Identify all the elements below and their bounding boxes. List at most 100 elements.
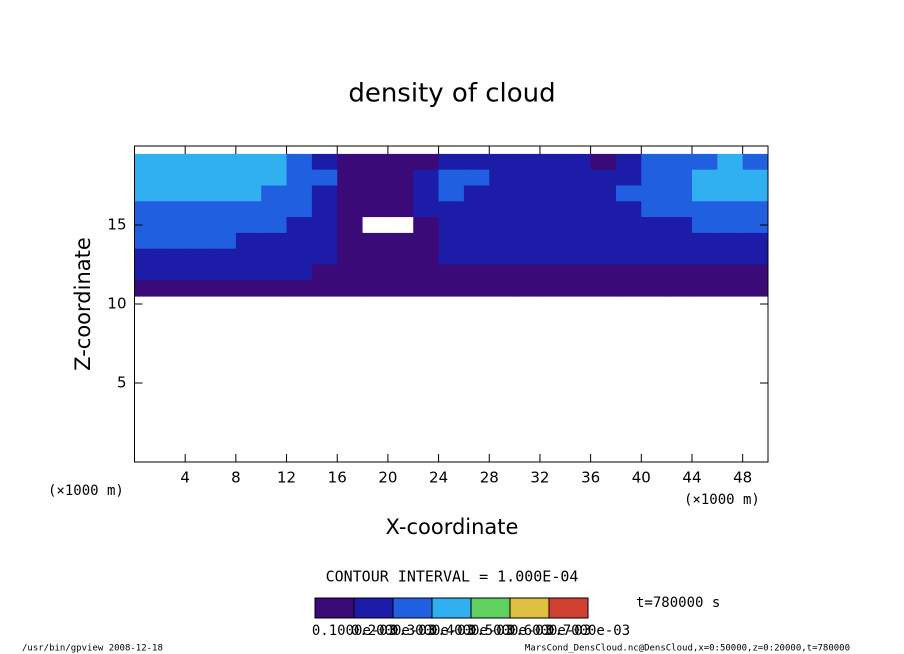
field-cell — [159, 217, 186, 234]
field-cell — [438, 232, 465, 250]
colorbar-segment — [432, 598, 472, 618]
field-cell — [717, 185, 744, 202]
x-tick-label: 48 — [733, 469, 752, 487]
field-cell — [489, 201, 516, 218]
field-cell — [641, 217, 668, 234]
x-tick-label: 32 — [530, 469, 549, 487]
colorbar-segment — [393, 598, 433, 618]
x-tick-label: 8 — [231, 469, 241, 487]
field-cell — [235, 232, 262, 250]
colorbar-tick-label: 0.1000e-03 — [312, 623, 396, 639]
field-cell — [311, 217, 338, 234]
field-cell — [438, 185, 465, 202]
field-cell — [565, 248, 592, 265]
field-cell — [311, 280, 338, 297]
field-cell — [666, 201, 693, 218]
field-cell — [185, 248, 212, 265]
field-cell — [590, 248, 617, 265]
field-cell — [159, 153, 186, 171]
field-cell — [489, 185, 516, 202]
field-cell — [362, 217, 389, 234]
field-cell — [691, 264, 718, 281]
field-cell — [691, 201, 718, 218]
field-cell — [590, 153, 617, 171]
field-cell — [134, 264, 161, 281]
field-cell — [286, 232, 313, 250]
field-cell — [641, 201, 668, 218]
field-cell — [134, 280, 161, 297]
field-cell — [362, 248, 389, 265]
chart-title: density of cloud — [348, 79, 555, 109]
field-cell — [311, 169, 338, 186]
field-cell — [134, 232, 161, 250]
field-cell — [463, 201, 490, 218]
field-cell — [413, 201, 440, 218]
y-tick-label: 15 — [107, 216, 126, 234]
field-cell — [337, 232, 364, 250]
field-cell — [159, 248, 186, 265]
field-cell — [337, 248, 364, 265]
field-cell — [134, 169, 161, 186]
field-cell — [387, 248, 414, 265]
x-tick-label: 24 — [429, 469, 448, 487]
contour-interval: CONTOUR INTERVAL = 1.000E-04 — [326, 568, 579, 586]
field-cell — [615, 185, 642, 202]
field-cell — [539, 185, 566, 202]
field-cell — [337, 185, 364, 202]
field-cell — [641, 280, 668, 297]
field-cell — [565, 185, 592, 202]
field-cell — [742, 280, 769, 297]
field-cell — [261, 248, 288, 265]
field-cell — [666, 280, 693, 297]
field-cell — [134, 153, 161, 171]
x-unit: (×1000 m) — [684, 492, 760, 508]
field-cell — [717, 169, 744, 186]
field-cell — [387, 280, 414, 297]
field-cell — [717, 153, 744, 171]
field-cell — [210, 264, 237, 281]
colorbar-tick-label: 0.7000e-03 — [546, 623, 630, 639]
field-cell — [691, 232, 718, 250]
x-tick-label: 40 — [632, 469, 651, 487]
field-cell — [691, 280, 718, 297]
field-cell — [210, 153, 237, 171]
field-cell — [514, 280, 541, 297]
field-cell — [666, 248, 693, 265]
field-cell — [514, 201, 541, 218]
x-tick-label: 36 — [581, 469, 600, 487]
field-cell — [514, 185, 541, 202]
field-cell — [311, 248, 338, 265]
field-cell — [666, 264, 693, 281]
field-cell — [387, 169, 414, 186]
field-cell — [311, 153, 338, 171]
field-cell — [489, 232, 516, 250]
field-cell — [717, 201, 744, 218]
y-axis-label: Z-coordinate — [71, 237, 95, 371]
field-cell — [134, 201, 161, 218]
field-cell — [159, 280, 186, 297]
field-cell — [742, 248, 769, 265]
field-cell — [615, 232, 642, 250]
field-cell — [413, 280, 440, 297]
field-cell — [590, 185, 617, 202]
field-cell — [185, 280, 212, 297]
colorbar-segment — [315, 598, 355, 618]
field-cell — [438, 280, 465, 297]
field-cell — [261, 280, 288, 297]
field-cell — [514, 232, 541, 250]
field-cell — [438, 217, 465, 234]
field-cell — [666, 217, 693, 234]
field-cell — [742, 217, 769, 234]
field-cell — [337, 201, 364, 218]
field-cell — [438, 153, 465, 171]
field-cell — [438, 248, 465, 265]
field-cell — [565, 264, 592, 281]
field-cell — [742, 169, 769, 186]
field-cell — [311, 232, 338, 250]
field-cell — [717, 264, 744, 281]
x-tick-label: 20 — [378, 469, 397, 487]
field-cell — [337, 280, 364, 297]
field-cell — [590, 232, 617, 250]
field-cell — [362, 185, 389, 202]
